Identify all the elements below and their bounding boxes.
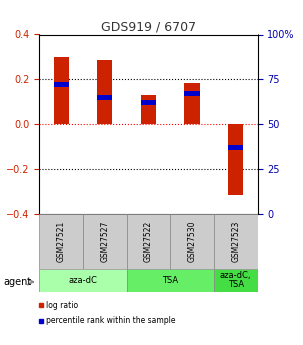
Text: TSA: TSA xyxy=(162,276,178,285)
FancyBboxPatch shape xyxy=(127,269,214,292)
Text: GSM27521: GSM27521 xyxy=(57,221,66,262)
FancyBboxPatch shape xyxy=(39,269,127,292)
FancyBboxPatch shape xyxy=(39,214,83,269)
FancyBboxPatch shape xyxy=(170,214,214,269)
Title: GDS919 / 6707: GDS919 / 6707 xyxy=(101,20,196,33)
Text: GSM27523: GSM27523 xyxy=(231,221,240,262)
Bar xyxy=(228,145,243,150)
Bar xyxy=(39,303,43,307)
Bar xyxy=(228,124,243,195)
Text: GSM27522: GSM27522 xyxy=(144,221,153,262)
Bar xyxy=(39,319,43,323)
FancyBboxPatch shape xyxy=(214,269,258,292)
FancyBboxPatch shape xyxy=(214,214,258,269)
Text: GSM27530: GSM27530 xyxy=(188,221,197,262)
Text: log ratio: log ratio xyxy=(46,301,78,310)
Bar xyxy=(185,91,200,96)
Bar xyxy=(141,95,156,124)
Bar xyxy=(97,95,112,100)
Bar xyxy=(54,82,69,87)
Bar xyxy=(141,100,156,105)
Text: GSM27527: GSM27527 xyxy=(100,221,109,262)
Text: percentile rank within the sample: percentile rank within the sample xyxy=(46,316,175,325)
Text: aza-dC: aza-dC xyxy=(68,276,98,285)
Bar xyxy=(185,83,200,124)
Bar xyxy=(97,60,112,124)
Text: agent: agent xyxy=(3,277,31,287)
Bar xyxy=(54,57,69,124)
Text: aza-dC,
TSA: aza-dC, TSA xyxy=(220,271,251,289)
FancyBboxPatch shape xyxy=(127,214,170,269)
FancyBboxPatch shape xyxy=(83,214,127,269)
